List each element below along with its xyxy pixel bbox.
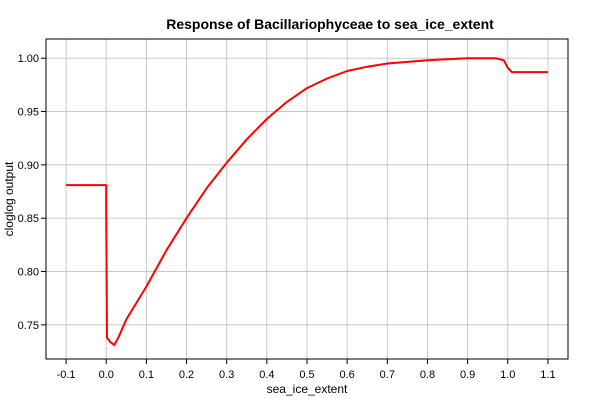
y-tick-label: 0.75 xyxy=(18,320,39,332)
y-axis-title: cloglog output xyxy=(2,161,16,236)
x-tick-label: 0.2 xyxy=(179,369,194,381)
x-tick-label: 0.8 xyxy=(420,369,435,381)
x-tick-label: 1.1 xyxy=(540,369,555,381)
x-tick-label: 0.5 xyxy=(299,369,314,381)
x-tick-label: 0.1 xyxy=(139,369,154,381)
y-tick-label: 0.80 xyxy=(18,267,39,279)
y-tick-label: 0.95 xyxy=(18,107,39,119)
grid-lines xyxy=(46,39,568,359)
x-axis-title: sea_ice_extent xyxy=(267,382,348,396)
y-tick-label: 1.00 xyxy=(18,53,39,65)
chart-title: Response of Bacillariophyceae to sea_ice… xyxy=(166,16,494,32)
x-tick-label: 0.7 xyxy=(380,369,395,381)
x-tick-label: 0.9 xyxy=(460,369,475,381)
y-tick-label: 0.90 xyxy=(18,160,39,172)
x-tick-label: 1.0 xyxy=(500,369,515,381)
x-tick-label: 0.3 xyxy=(219,369,234,381)
x-tick-label: 0.4 xyxy=(259,369,274,381)
x-tick-label: -0.1 xyxy=(57,369,76,381)
x-tick-label: 0.0 xyxy=(99,369,114,381)
series-line xyxy=(66,57,548,347)
axis-ticks: -0.1 0.0 0.1 0.2 0.3 0.4 0.5 0.6 0.7 0.8 0.9 1.0 1.1… xyxy=(18,53,556,381)
series-layer xyxy=(66,57,548,347)
x-tick-label: 0.6 xyxy=(340,369,355,381)
y-tick-label: 0.85 xyxy=(18,213,39,225)
